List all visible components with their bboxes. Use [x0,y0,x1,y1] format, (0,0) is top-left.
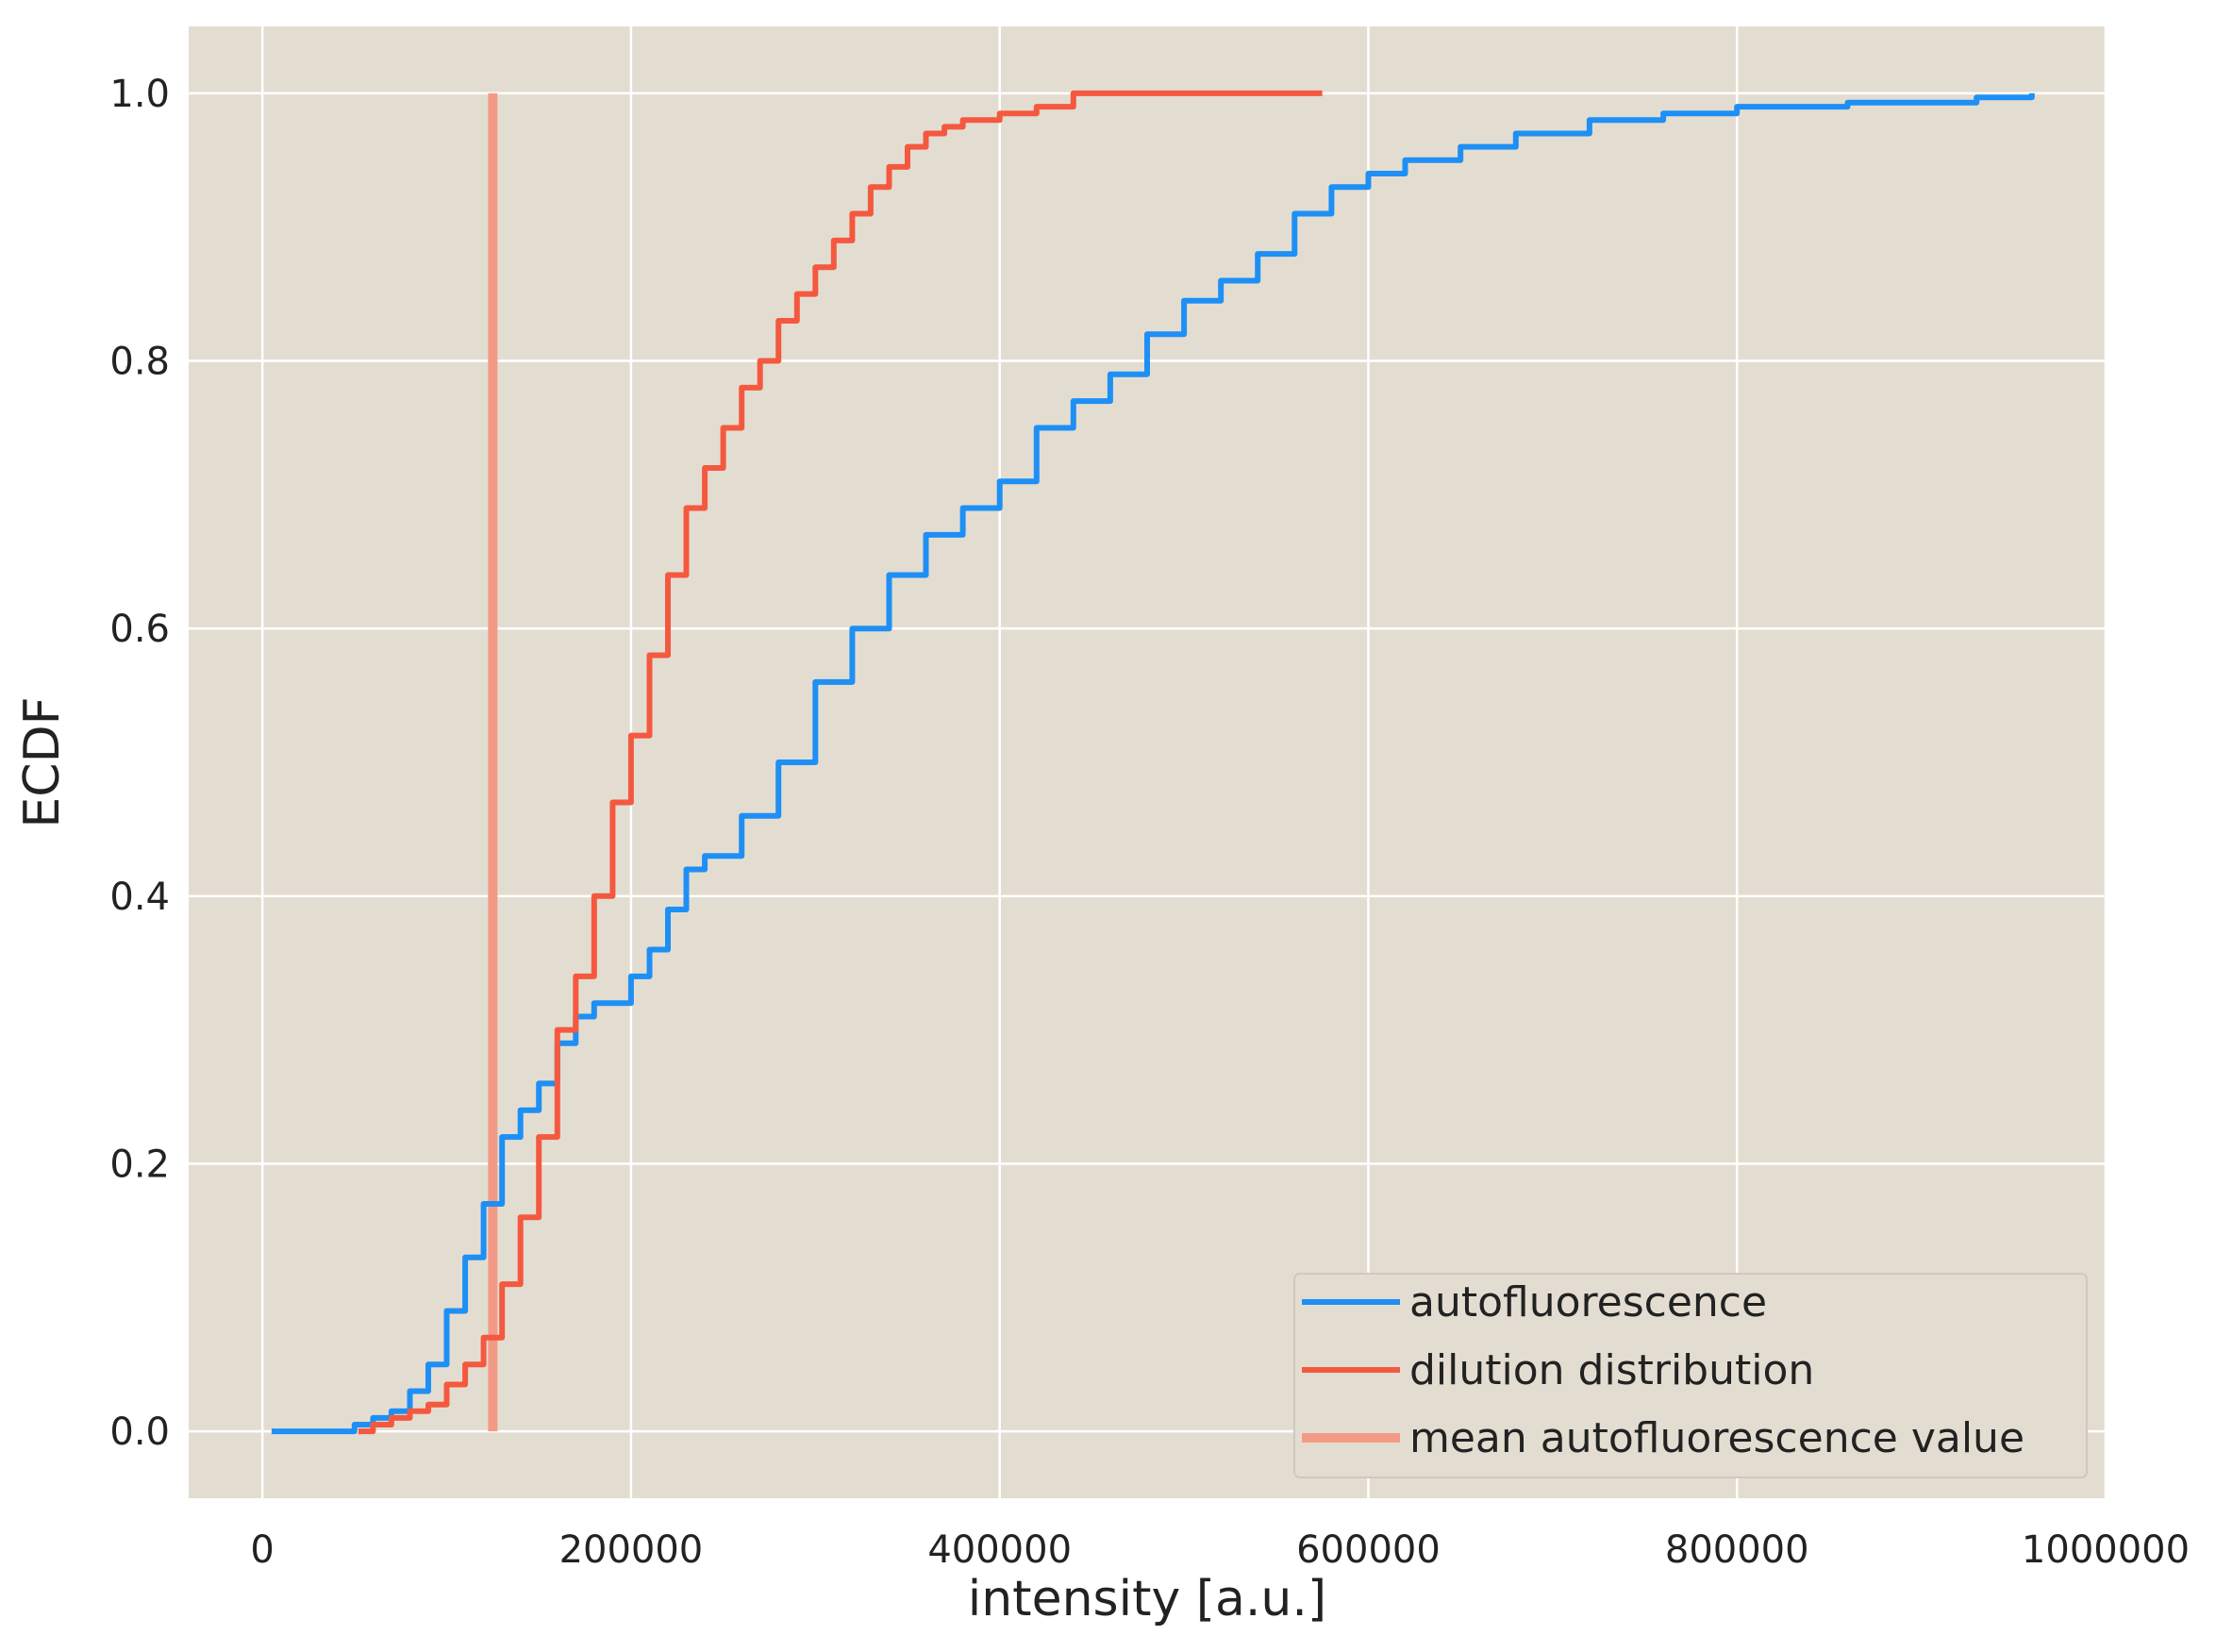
y-tick-label: 1.0 [109,73,170,116]
x-tick-label: 200000 [559,1528,704,1572]
legend-label: dilution distribution [1409,1346,1814,1394]
x-axis-ticks: 0 200000 400000 600000 800000 1000000 [250,1528,2190,1572]
series-line-0 [271,92,2035,1435]
y-tick-label: 0.0 [109,1410,170,1454]
y-tick-label: 0.4 [109,876,170,919]
x-tick-label: 0 [250,1528,274,1572]
series-line-1 [358,90,1323,1435]
legend-label: mean autofluorescence value [1409,1414,2024,1462]
x-tick-label: 400000 [927,1528,1072,1572]
legend: autofluorescence dilution distribution mea… [1293,1273,2088,1478]
y-axis-ticks: 0.0 0.2 0.4 0.6 0.8 1.0 [109,73,170,1454]
y-tick-label: 0.8 [109,341,170,384]
x-axis-label: intensity [a.u.] [968,1571,1326,1627]
x-tick-label: 800000 [1665,1528,1809,1572]
y-axis-label: ECDF [14,696,71,827]
y-tick-label: 0.6 [109,608,170,651]
x-tick-label: 1000000 [2022,1528,2190,1572]
legend-label: autofluorescence [1409,1278,1767,1327]
plot-area [189,26,2106,1498]
x-tick-label: 600000 [1296,1528,1441,1572]
y-tick-label: 0.2 [109,1143,170,1186]
chart-marks [271,90,2035,1435]
legend-box [1293,1273,2088,1478]
